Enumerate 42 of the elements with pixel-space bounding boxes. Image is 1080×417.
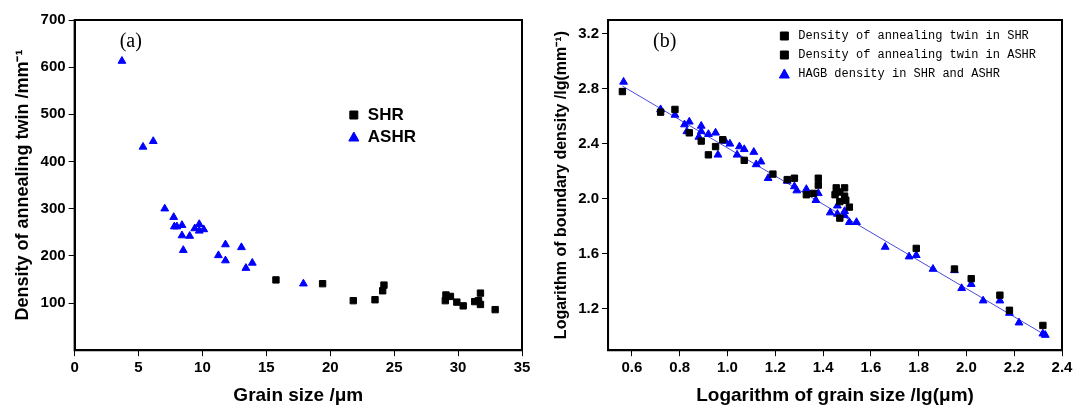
- y-axis-title: Density of annealing twin /mm⁻¹: [11, 49, 32, 321]
- y-tick-label: 2.4: [578, 133, 600, 151]
- y-tick-label: 600: [40, 57, 66, 75]
- x-tick-label: 25: [385, 358, 403, 376]
- y-tick-label: 500: [40, 104, 66, 122]
- legend-label: SHR: [367, 104, 404, 124]
- y-tick-label: 2.8: [578, 78, 600, 96]
- x-tick-label: 35: [513, 358, 531, 376]
- x-axis-title: Logarithm of grain size /lg(μm): [696, 383, 974, 405]
- x-tick-label: 30: [449, 358, 467, 376]
- y-tick-label: 3.2: [578, 23, 600, 41]
- legend-label: Density of annealing twin in ASHR: [798, 48, 1036, 63]
- x-tick-label: 15: [258, 358, 275, 376]
- y-tick-label: 400: [40, 151, 66, 169]
- y-tick-label: 1.6: [578, 244, 600, 262]
- x-tick-label: 2.4: [1051, 358, 1074, 376]
- y-tick-label: 200: [40, 246, 66, 263]
- y-tick-label: 100: [40, 293, 66, 311]
- legend-label: HAGB density in SHR and ASHR: [798, 67, 1000, 82]
- annotation: (b): [653, 29, 677, 53]
- x-tick-label: 1.4: [812, 358, 835, 376]
- x-tick-label: 2.2: [1003, 358, 1025, 376]
- x-tick-label: 20: [321, 358, 339, 376]
- x-tick-label: 1.0: [717, 358, 738, 376]
- annotation: (a): [119, 29, 142, 53]
- y-tick-label: 2.0: [578, 189, 600, 206]
- x-tick-label: 0.6: [621, 358, 643, 376]
- y-tick-label: 300: [40, 198, 66, 216]
- x-tick-label: 10: [194, 358, 211, 376]
- x-tick-label: 1.6: [860, 358, 882, 376]
- x-tick-label: 0.8: [669, 358, 691, 376]
- x-tick-label: 2.0: [956, 358, 977, 376]
- y-tick-label: 1.2: [578, 299, 600, 317]
- legend-label: Density of annealing twin in SHR: [798, 29, 1029, 44]
- x-tick-label: 1.2: [764, 358, 786, 376]
- y-axis-title: Logarithm of boundary density /lg(mm⁻¹): [552, 31, 570, 340]
- legend-label: ASHR: [367, 126, 416, 146]
- y-tick-label: 700: [40, 10, 66, 28]
- x-tick-label: 0: [70, 358, 79, 376]
- x-tick-label: 5: [134, 358, 143, 376]
- x-axis-title: Grain size /μm: [233, 383, 364, 405]
- x-tick-label: 1.8: [908, 358, 930, 376]
